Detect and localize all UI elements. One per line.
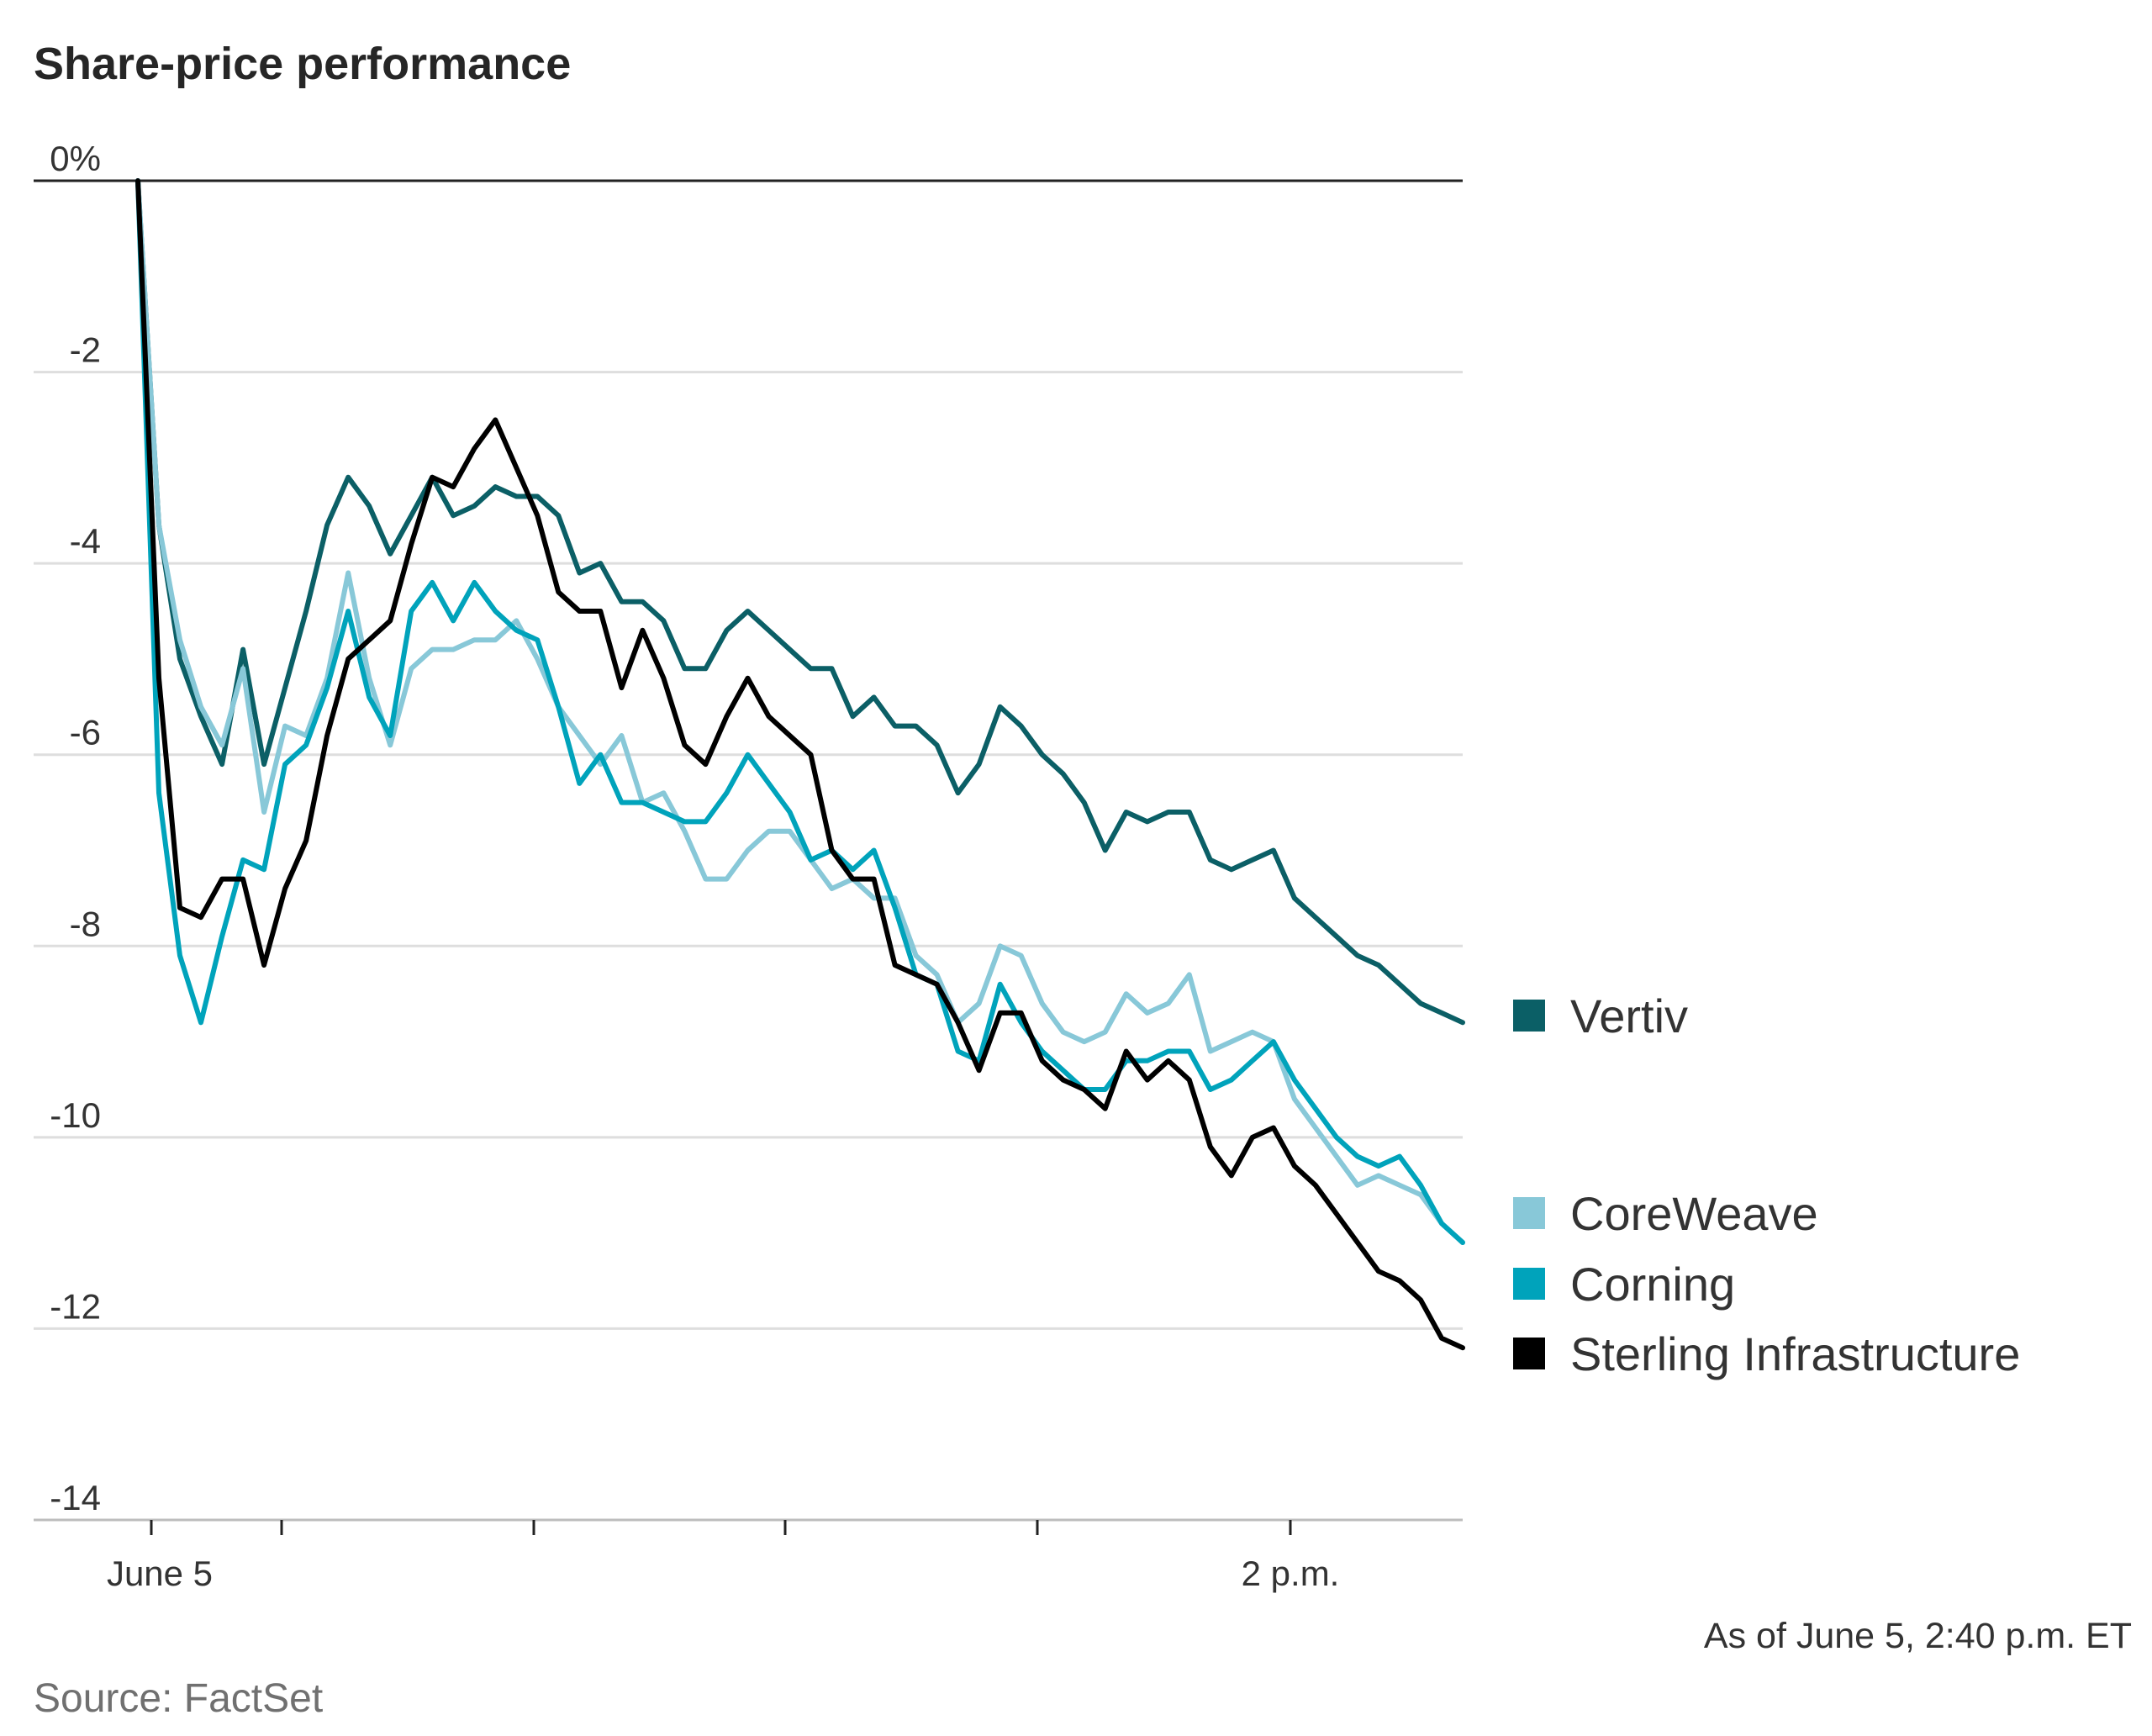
legend: Vertiv CoreWeave Corning Sterling Infrastru… — [1513, 989, 2020, 1380]
y-tick-label: 0% — [50, 139, 101, 178]
plot-lines — [135, 178, 1465, 1351]
y-axis: 0% -2 -4 -6 -8 -10 -12 -14 — [50, 139, 101, 1517]
y-tick-label: -14 — [50, 1478, 101, 1517]
x-tick-label: 2 p.m. — [1242, 1554, 1340, 1593]
y-tick-label: -4 — [70, 521, 101, 561]
y-tick-label: -6 — [70, 713, 101, 752]
y-tick-label: -10 — [50, 1095, 101, 1135]
series-line-coreweave — [135, 178, 1465, 1245]
legend-swatch — [1513, 1338, 1545, 1369]
y-tick-label: -12 — [50, 1286, 101, 1326]
x-tick-label: June 5 — [107, 1554, 213, 1593]
y-tick-label: -2 — [70, 330, 101, 370]
legend-swatch — [1513, 1000, 1545, 1032]
as-of-note: As of June 5, 2:40 p.m. ET — [1704, 1616, 2132, 1656]
legend-swatch — [1513, 1268, 1545, 1300]
legend-label: Vertiv — [1570, 989, 1688, 1042]
legend-swatch — [1513, 1197, 1545, 1229]
legend-label: Corning — [1570, 1258, 1735, 1311]
chart-title: Share-price performance — [34, 39, 571, 89]
source-note: Source: FactSet — [34, 1676, 323, 1721]
legend-label: Sterling Infrastructure — [1570, 1327, 2020, 1380]
x-axis: June 5 2 p.m. — [107, 1520, 1339, 1593]
series-line-corning — [135, 178, 1465, 1245]
series-line-sterling-infrastructure — [135, 178, 1465, 1351]
y-tick-label: -8 — [70, 904, 101, 943]
series-line-vertiv — [135, 178, 1465, 1026]
legend-label: CoreWeave — [1570, 1187, 1818, 1240]
